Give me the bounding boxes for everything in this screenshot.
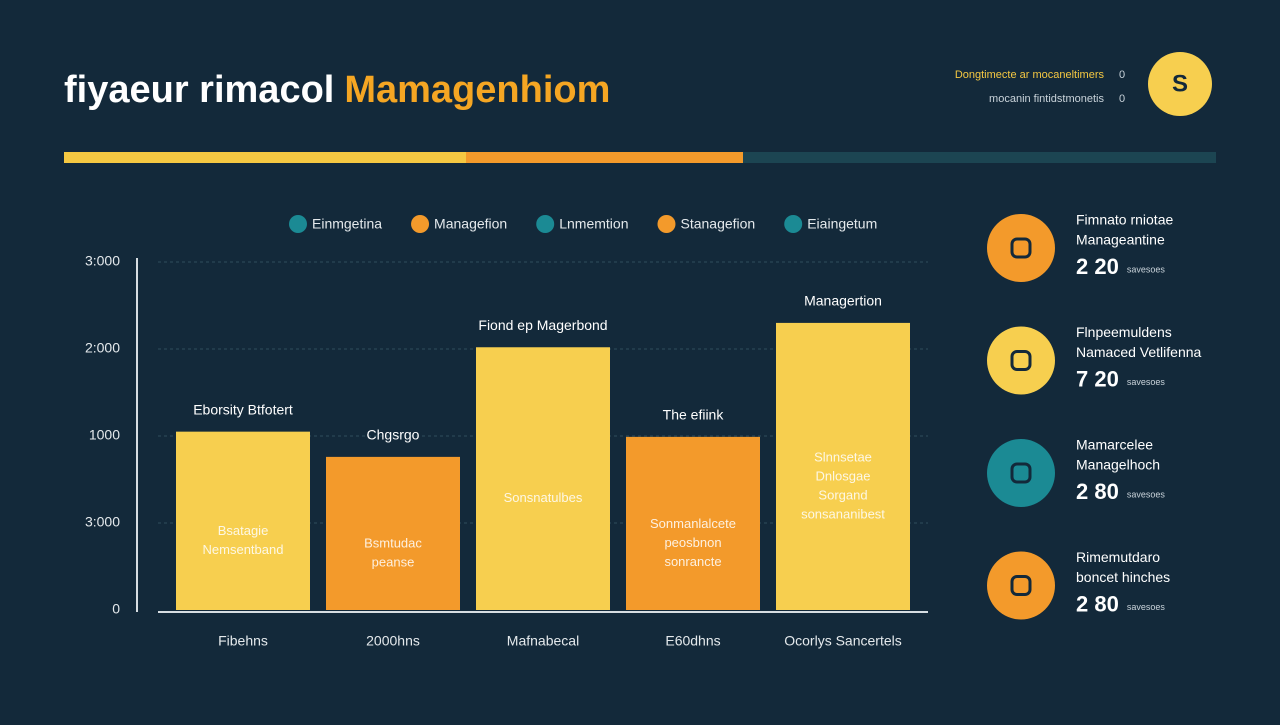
meta-text: mocanin fintidstmonetis [989,93,1104,105]
bar-annotation: Fiond ep Magerbond [478,317,607,333]
card-title: Manageantine [1076,232,1165,248]
y-tick-label: 3:000 [85,514,120,530]
card-icon [987,326,1055,395]
title-orange: Mamagenhiom [344,69,610,111]
x-tick-label: Mafnabecal [507,633,579,649]
bar [476,347,610,610]
legend-swatch [536,215,555,233]
legend-swatch [289,215,307,233]
card-icon [987,214,1055,282]
card-title: boncet hinches [1076,569,1170,585]
card-unit: savesoes [1127,489,1166,499]
bar-inner-label: Sonmanlalcete [650,516,736,531]
progress-segment [64,152,466,163]
bar-inner-label: peosbnon [664,535,721,550]
y-tick-label: 3:000 [85,253,120,269]
card-title: Namaced Vetlifenna [1076,344,1202,360]
card-value: 2 80 [1076,591,1119,616]
legend-label: Eiaingetum [807,216,877,232]
card-unit: savesoes [1127,602,1166,612]
x-tick-label: 2000hns [366,633,420,649]
legend-swatch [411,215,430,233]
bar-inner-label: Bsmtudac [364,535,422,550]
bar-inner-label: Nemsentband [203,542,284,557]
x-tick-label: Ocorlys Sancertels [784,633,901,649]
x-tick-label: Fibehns [218,633,268,649]
badge[interactable] [1148,52,1212,116]
card-value: 2 80 [1076,479,1119,504]
card-value: 7 20 [1076,366,1119,391]
legend-label: Stanagefion [680,216,755,232]
legend-label: Lnmemtion [559,216,628,232]
card-value: 2 20 [1076,254,1119,279]
progress-segment [466,152,743,163]
bar [776,322,910,610]
meta-count: 0 [1119,93,1125,105]
bar-inner-label: peanse [372,554,415,569]
legend-label: Einmgetina [312,216,382,232]
card-icon-glyph [1010,237,1032,259]
card-title: Managelhoch [1076,457,1160,473]
y-tick-label: 0 [112,601,120,617]
card-icon-glyph [1010,350,1032,371]
legend-label: Managefion [434,216,507,232]
legend-swatch [784,215,803,233]
bar-inner-label: Bsatagie [218,523,269,538]
card-icon [987,439,1055,507]
bar-inner-label: Dnlosgae [816,468,871,483]
y-tick-label: 2:000 [85,340,120,356]
bar [176,431,310,610]
bar-annotation: Managertion [804,293,882,309]
card-unit: savesoes [1127,377,1166,387]
card-title: Flnpeemuldens [1076,324,1172,340]
bar-inner-label: sonsananibest [801,506,885,521]
card-title: Fimnato rniotae [1076,212,1173,228]
meta-text: Dongtimecte ar mocaneltimers [955,69,1105,81]
badge-label: S [1172,70,1188,97]
title-white: fiyaeur rimacol [64,69,334,111]
card-title: Rimemutdaro [1076,549,1160,565]
bar-annotation: The efiink [663,407,725,423]
progress-segment [743,152,1216,163]
card-icon-glyph [1010,575,1032,596]
y-tick-label: 1000 [89,427,120,443]
legend-swatch [657,215,676,233]
bar [626,436,760,610]
card-icon-glyph [1010,462,1032,484]
title: fiyaeur rimacol Mamagenhiom [64,69,610,111]
meta-count: 0 [1119,69,1125,81]
bar [326,456,460,610]
bar-inner-label: Sorgand [818,487,867,502]
bar-inner-label: sonrancte [664,554,721,569]
bar-annotation: Eborsity Btfotert [193,401,293,417]
bar-annotation: Chgsrgo [367,427,420,443]
card-title: Mamarcelee [1076,437,1153,453]
bar-inner-label: Sonsnatulbes [504,490,583,505]
bar-inner-label: Slnnsetae [814,449,872,464]
card-unit: savesoes [1127,264,1166,274]
card-icon [987,551,1055,620]
x-tick-label: E60dhns [665,633,720,649]
